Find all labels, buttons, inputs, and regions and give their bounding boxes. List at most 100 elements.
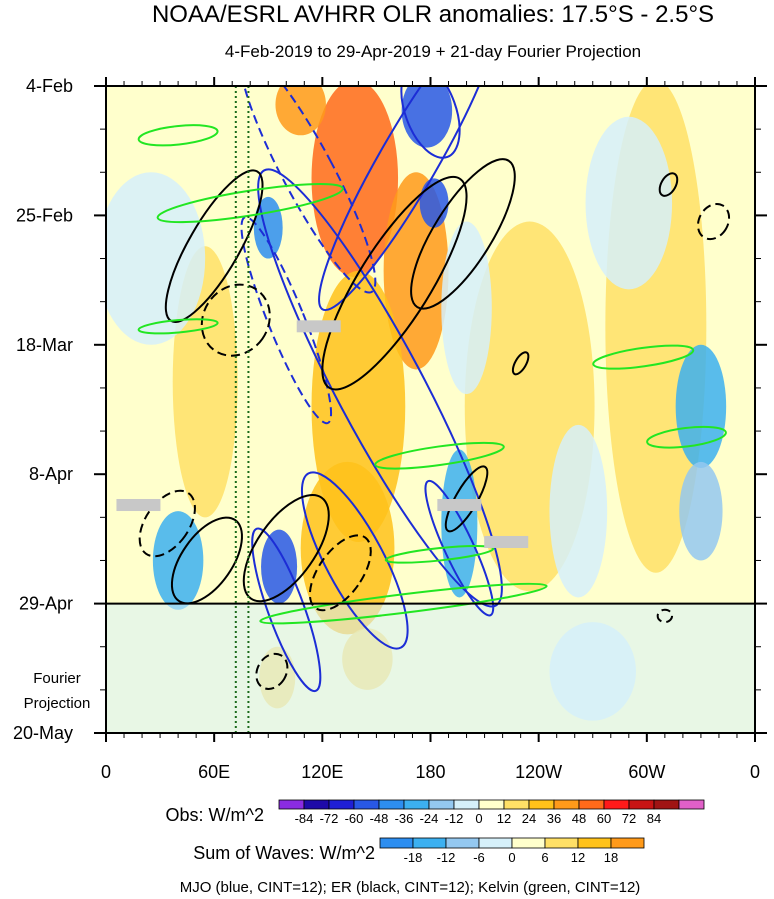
colorbar-swatch xyxy=(628,799,655,810)
x-tick-label: 60W xyxy=(628,762,665,782)
colorbar-swatch xyxy=(544,837,579,849)
missing-data-layer xyxy=(116,320,529,548)
colorbar-swatch xyxy=(511,837,546,849)
colorbar-level-label: -18 xyxy=(404,850,423,865)
x-tick-label: 120E xyxy=(301,762,343,782)
obs-colorbar: -84 -72 -60 -48 -36 -24 -12 0 12 24 36 48 60 72 84 xyxy=(278,799,705,826)
er-contour xyxy=(138,489,196,558)
colorbar-swatch xyxy=(528,799,555,810)
fourier-projection-region xyxy=(106,603,755,733)
er-contour xyxy=(656,608,674,624)
colorbar-level-label: 0 xyxy=(475,811,482,826)
colorbar-swatch xyxy=(578,799,605,810)
mjo-contour xyxy=(400,86,461,159)
kelvin-contour xyxy=(259,582,548,625)
colorbar-swatch xyxy=(553,799,580,810)
olr-anomaly-patch xyxy=(679,461,723,561)
mjo-contour xyxy=(318,86,500,312)
colorbar-swatch xyxy=(603,799,630,810)
er-contour xyxy=(658,172,679,197)
er-contour xyxy=(511,351,530,376)
colorbar-swatch xyxy=(478,799,505,810)
kelvin-contour xyxy=(384,544,495,564)
colorbar-level-label: -60 xyxy=(345,811,364,826)
colorbar-swatch xyxy=(453,799,480,810)
olr-anomaly-patch xyxy=(275,86,326,136)
er-contour xyxy=(170,516,243,605)
colorbar-level-label: -12 xyxy=(445,811,464,826)
wave-contour-layer xyxy=(137,86,731,693)
er-contour xyxy=(321,175,468,391)
olr-anomaly-patch xyxy=(419,178,449,228)
colorbar-swatch xyxy=(445,837,480,849)
colorbar-level-label: 24 xyxy=(522,811,536,826)
colorbar-level-label: -72 xyxy=(320,811,339,826)
obs-colorbar-label: Obs: W/m^2 xyxy=(166,805,264,825)
y-tick-label: 4-Feb xyxy=(26,76,73,96)
colorbar-swatch xyxy=(303,799,330,810)
olr-anomaly-patch xyxy=(675,344,727,469)
colorbar-swatch xyxy=(353,799,380,810)
colorbar-swatch xyxy=(403,799,430,810)
colorbar-level-label: 12 xyxy=(571,850,585,865)
y-tick-label: 20-May xyxy=(13,723,73,743)
missing-data-box xyxy=(437,499,482,512)
y-axis: 4-Feb 25-Feb 18-Mar 8-Apr 29-Apr 20-May xyxy=(13,76,767,743)
x-tick-label: 0 xyxy=(750,762,760,782)
colorbar-level-label: 36 xyxy=(547,811,561,826)
colorbar-swatch xyxy=(379,837,414,849)
mjo-contour xyxy=(300,471,409,650)
olr-anomaly-patch xyxy=(106,172,206,345)
colorbar-level-label: 84 xyxy=(647,811,661,826)
waves-colorbar-label: Sum of Waves: W/m^2 xyxy=(193,843,375,863)
olr-anomaly-patch xyxy=(300,461,395,635)
colorbar-level-label: 6 xyxy=(541,850,548,865)
x-tick-label: 0 xyxy=(101,762,111,782)
colorbar-level-label: 60 xyxy=(597,811,611,826)
colorbar-level-label: 18 xyxy=(604,850,618,865)
colorbar-swatch xyxy=(428,799,455,810)
colorbar-swatch xyxy=(478,837,513,849)
kelvin-contour xyxy=(137,124,219,147)
olr-anomaly-patch xyxy=(585,116,673,290)
missing-data-box xyxy=(296,320,341,333)
chart-subtitle: 4-Feb-2019 to 29-Apr-2019 + 21-day Fouri… xyxy=(225,42,641,61)
plot-area xyxy=(105,85,756,734)
colorbar-swatch xyxy=(328,799,355,810)
er-contour xyxy=(200,283,271,357)
contour-legend: MJO (blue, CINT=12); ER (black, CINT=12)… xyxy=(180,879,641,896)
y-tick-label: 8-Apr xyxy=(29,464,73,484)
colorbar-level-label: 12 xyxy=(497,811,511,826)
colorbar-swatch xyxy=(610,837,645,849)
waves-colorbar: -18 -12 -6 0 6 12 18 xyxy=(379,837,645,865)
colorbar-level-label: -48 xyxy=(370,811,389,826)
kelvin-contour xyxy=(156,183,344,224)
colorbar-level-label: 72 xyxy=(622,811,636,826)
olr-anomaly-patch xyxy=(401,86,453,148)
projection-label-line-1: Fourier xyxy=(33,670,81,687)
kelvin-contour xyxy=(374,441,505,470)
colorbar-swatch xyxy=(378,799,405,810)
colorbar-swatch xyxy=(503,799,530,810)
missing-data-box xyxy=(484,535,529,548)
projection-label-line-2: Projection xyxy=(24,695,91,712)
y-tick-label: 18-Mar xyxy=(16,335,73,355)
colorbar-swatch xyxy=(653,799,680,810)
colorbar-swatch xyxy=(577,837,612,849)
colorbar-swatch xyxy=(412,837,447,849)
er-contour xyxy=(255,652,289,690)
mjo-contour xyxy=(257,168,503,608)
x-tick-label: 120W xyxy=(515,762,562,782)
kelvin-contour xyxy=(137,318,219,335)
x-tick-label: 60E xyxy=(198,762,230,782)
kelvin-contour xyxy=(646,425,727,449)
colorbar-level-label: -84 xyxy=(295,811,314,826)
olr-anomaly-patch xyxy=(549,424,608,598)
y-tick-label: 29-Apr xyxy=(19,594,73,614)
colorbar-swatch xyxy=(678,799,705,810)
colorbar-swatch xyxy=(278,799,305,810)
mjo-contour xyxy=(424,479,495,617)
er-contour xyxy=(242,494,330,603)
colorbar-level-label: -6 xyxy=(473,850,485,865)
